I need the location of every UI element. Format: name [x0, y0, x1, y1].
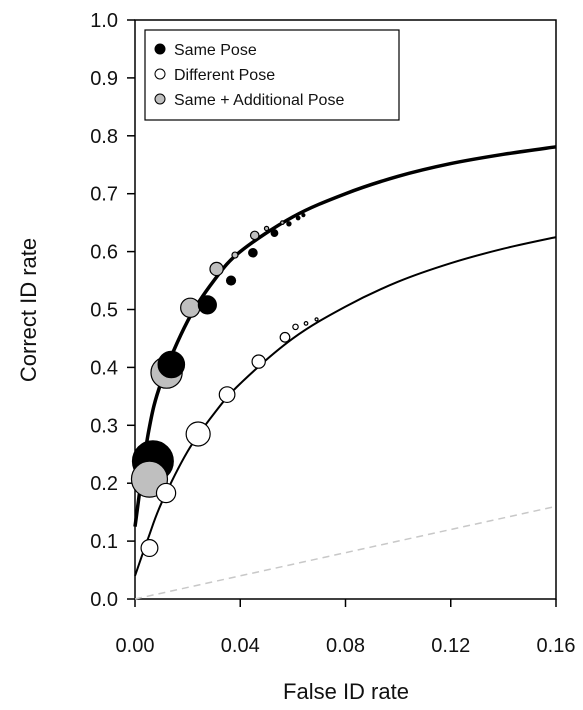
legend: Same Pose Different Pose Same + Addition…: [144, 29, 400, 121]
x-tick-label: 0.08: [326, 635, 365, 657]
x-tick-label: 0.04: [221, 635, 260, 657]
point-different-pose: [279, 331, 291, 343]
x-tick-label: 0.12: [431, 635, 470, 657]
x-axis-title: False ID rate: [283, 679, 409, 704]
legend-marker-same-additional-pose: [154, 93, 166, 105]
point-different-pose: [292, 323, 299, 331]
x-tick-labels: 0.00 0.04 0.08 0.12 0.16: [116, 635, 576, 657]
point-different-pose: [314, 317, 319, 322]
fit-curve-different-pose: [134, 236, 557, 577]
x-tick-label: 0.00: [116, 635, 155, 657]
point-same-additional-pose: [180, 297, 201, 318]
y-tick-label: 0.1: [90, 531, 118, 553]
point-different-pose: [303, 320, 309, 326]
y-axis-title: Correct ID rate: [16, 238, 41, 382]
point-different-pose: [155, 482, 177, 504]
y-tick-label: 0.7: [90, 184, 118, 206]
y-tick-label: 0.2: [90, 473, 118, 495]
point-same-pose: [197, 295, 217, 315]
point-same-pose: [295, 215, 301, 221]
y-tick-label: 0.5: [90, 300, 118, 322]
y-tick-label: 0.4: [90, 357, 118, 379]
y-tick-label: 0.6: [90, 242, 118, 264]
chance-line: [134, 505, 557, 600]
point-different-pose: [251, 354, 266, 369]
point-different-pose: [185, 421, 211, 447]
axis-ticks: [127, 19, 557, 607]
point-different-pose: [218, 386, 236, 404]
y-tick-label: 1.0: [90, 10, 118, 32]
y-tick-label: 0.8: [90, 126, 118, 148]
y-tick-label: 0.9: [90, 68, 118, 90]
point-same-additional-pose: [263, 225, 270, 232]
legend-marker-different-pose: [154, 68, 166, 80]
point-same-additional-pose: [249, 230, 260, 241]
point-same-additional-pose: [209, 261, 224, 277]
point-same-pose: [157, 350, 186, 379]
point-same-pose: [225, 275, 237, 286]
fit-curve-same-pose: [133, 145, 557, 527]
point-different-pose: [140, 539, 159, 558]
point-same-additional-pose: [231, 251, 239, 259]
point-same-pose: [248, 247, 258, 258]
point-same-pose: [286, 221, 292, 227]
point-same-additional-pose: [279, 220, 285, 226]
point-same-pose: [301, 213, 306, 218]
point-same-pose: [270, 229, 279, 237]
legend-label-same-pose: Same Pose: [174, 42, 257, 59]
y-tick-label: 0.3: [90, 415, 118, 437]
y-tick-labels: 0.0 0.1 0.2 0.3 0.4 0.5 0.6 0.7 0.8 0.9 1.0: [90, 10, 118, 611]
legend-label-same-additional-pose: Same + Additional Pose: [174, 92, 344, 109]
legend-marker-same-pose: [154, 43, 166, 55]
legend-label-different-pose: Different Pose: [174, 67, 275, 84]
y-tick-label: 0.0: [90, 589, 118, 611]
x-tick-label: 0.16: [537, 635, 576, 657]
data-points: [130, 213, 319, 558]
legend-box: [144, 29, 400, 121]
